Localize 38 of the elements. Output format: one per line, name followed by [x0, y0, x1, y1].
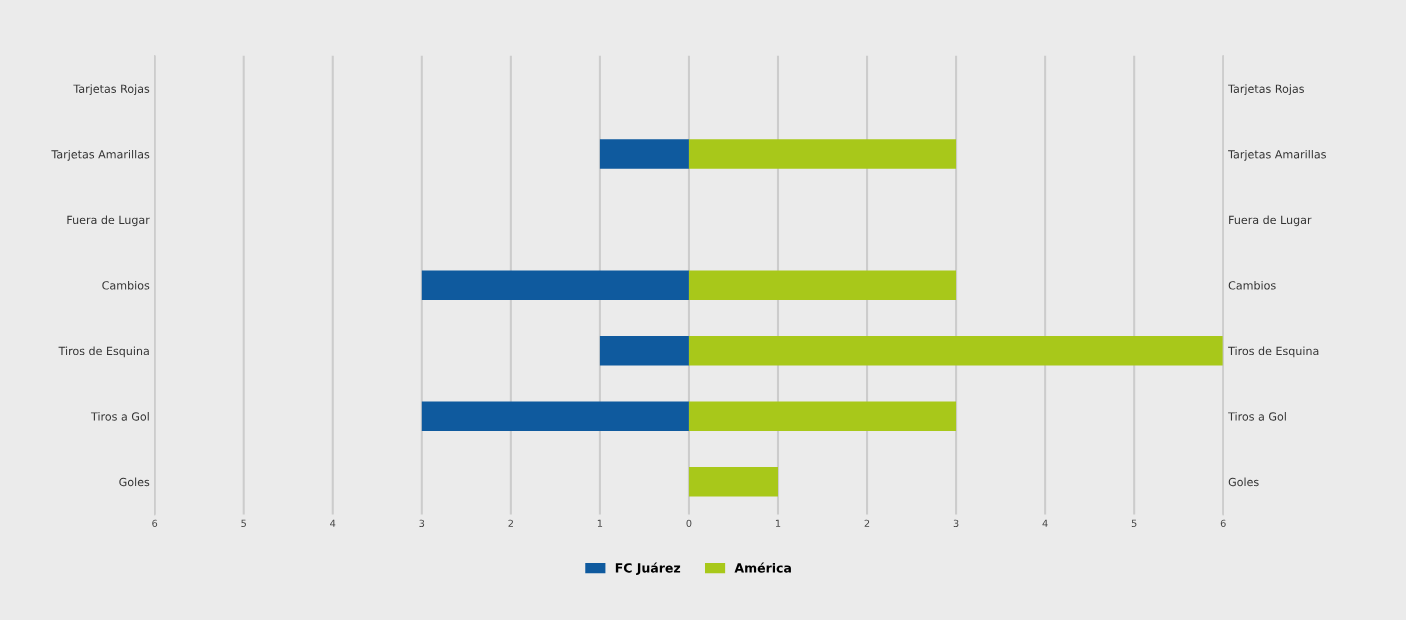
- x-tick-label: 0: [686, 519, 692, 527]
- legend-label: FC Juárez: [615, 562, 681, 575]
- category-label: Tiros de Esquina: [58, 346, 149, 358]
- bar: [688, 336, 1224, 366]
- bar: [688, 139, 957, 169]
- legend-label: América: [734, 562, 791, 573]
- x-tick-label: 3: [953, 519, 959, 527]
- x-tick-label: 6: [1220, 519, 1226, 527]
- y-tick-label: Tiros de Esquina: [1228, 346, 1319, 358]
- category-label: Tarjetas Rojas: [73, 84, 150, 96]
- y-tick-label: Cambios: [1228, 280, 1276, 290]
- bar: [599, 336, 689, 366]
- category-label: Cambios: [102, 280, 150, 290]
- bar: [599, 139, 689, 169]
- bar: [688, 467, 778, 497]
- y-tick-label: Tarjetas Rojas: [1228, 84, 1304, 96]
- category-label: Tiros a Gol: [90, 412, 149, 421]
- y-tick-label: Fuera de Lugar: [1229, 215, 1312, 227]
- x-tick-label: 4: [1042, 519, 1048, 527]
- bar: [421, 270, 689, 300]
- x-tick-label: 5: [241, 519, 246, 527]
- bar: [688, 270, 957, 300]
- category-label: Goles: [119, 477, 150, 487]
- bar: [421, 401, 689, 432]
- x-tick-label: 2: [864, 519, 870, 527]
- category-label: Tarjetas Amarillas: [51, 149, 150, 161]
- x-tick-label: 3: [419, 519, 425, 527]
- y-tick-label: Tiros a Gol: [1228, 412, 1286, 421]
- x-tick-label: 2: [508, 519, 513, 527]
- x-tick-label: 1: [597, 519, 603, 527]
- bar: [688, 401, 957, 432]
- x-tick-label: 1: [775, 519, 781, 527]
- y-tick-label: Goles: [1228, 477, 1259, 487]
- x-tick-label: 6: [152, 519, 158, 527]
- category-label: Fuera de Lugar: [67, 215, 150, 227]
- x-tick-label: 5: [1131, 519, 1137, 527]
- y-tick-label: Tarjetas Amarillas: [1228, 149, 1326, 161]
- x-tick-label: 4: [330, 519, 336, 527]
